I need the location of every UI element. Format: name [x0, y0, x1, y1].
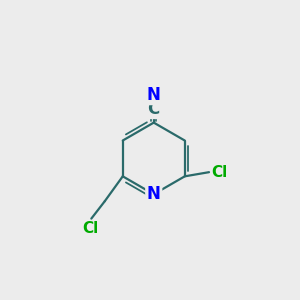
Text: Cl: Cl [211, 165, 227, 180]
Text: N: N [147, 185, 161, 203]
Text: N: N [147, 86, 161, 104]
Text: C: C [148, 100, 160, 118]
Text: Cl: Cl [82, 221, 98, 236]
